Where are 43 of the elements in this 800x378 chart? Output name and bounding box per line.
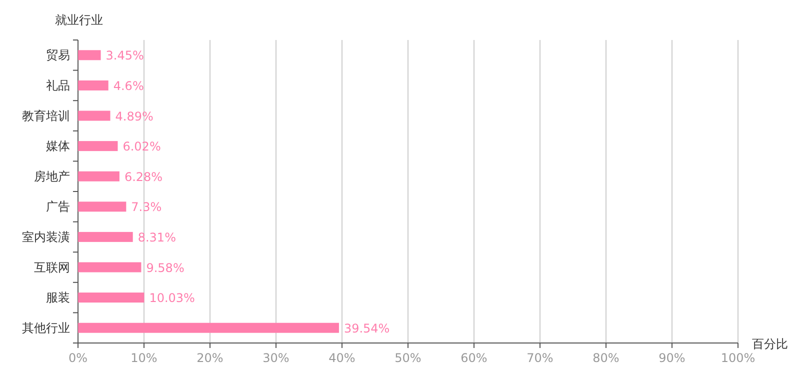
x-tick-label: 70% [526, 351, 554, 365]
x-tick-label: 80% [592, 351, 620, 365]
y-tick-label: 贸易 [46, 48, 70, 62]
data-label: 10.03% [149, 291, 195, 306]
bar [78, 80, 108, 90]
x-tick-label: 50% [394, 351, 422, 365]
y-tick-label: 广告 [46, 200, 70, 214]
x-tick-label: 100% [720, 351, 756, 365]
y-axis-title: 就业行业 [55, 13, 103, 27]
bar [78, 50, 101, 60]
x-tick-label: 90% [658, 351, 686, 365]
y-tick-label: 房地产 [34, 169, 70, 184]
data-label: 4.6% [113, 78, 144, 93]
data-label: 9.58% [146, 260, 184, 275]
bar [78, 322, 339, 333]
data-label: 8.31% [138, 230, 176, 244]
bar [78, 292, 144, 303]
bar [78, 110, 110, 121]
x-tick-label: 0% [68, 351, 88, 365]
data-label: 6.28% [124, 170, 163, 184]
y-tick-label: 服装 [46, 290, 70, 305]
y-tick-label: 教育培训 [22, 108, 70, 123]
y-tick-label: 室内装潢 [22, 230, 70, 244]
bar [78, 202, 126, 212]
y-tick-label: 互联网 [34, 260, 70, 274]
x-tick-label: 10% [130, 351, 158, 365]
data-label: 39.54% [344, 321, 390, 336]
x-tick-label: 30% [262, 351, 290, 365]
x-tick-label: 20% [196, 351, 224, 365]
x-tick-label: 40% [328, 351, 356, 365]
bar [78, 141, 118, 152]
data-label: 3.45% [106, 48, 144, 63]
y-tick-label: 礼品 [46, 78, 70, 92]
y-tick-label: 媒体 [46, 139, 70, 154]
x-tick-label: 60% [460, 351, 488, 365]
bar [78, 171, 120, 182]
data-label: 6.02% [122, 140, 161, 154]
data-label: 4.89% [115, 109, 154, 124]
data-label: 7.3% [131, 200, 162, 214]
x-axis-title: 百分比 [752, 337, 788, 351]
bar [78, 232, 133, 242]
y-tick-label: 其他行业 [22, 320, 70, 335]
bar [78, 262, 142, 272]
